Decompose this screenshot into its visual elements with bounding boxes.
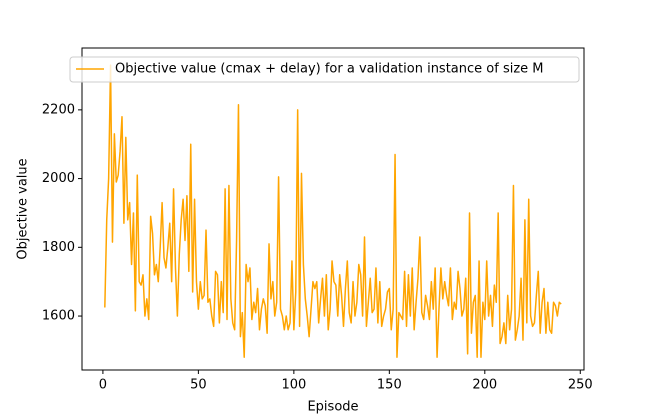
x-tick-label: 50 [190,378,207,393]
x-tick-label: 250 [568,378,593,393]
plot-frame [81,47,585,371]
legend-box [69,56,580,83]
x-axis-label: Episode [307,400,358,415]
y-tick-label: 1800 [42,240,75,255]
y-tick-label: 2000 [42,171,75,186]
x-tick-label: 200 [472,378,497,393]
y-tick-label: 2200 [42,102,75,117]
y-axis-label: Objective value [16,158,31,259]
data-line [104,64,562,359]
y-tick-label: 1600 [42,309,75,324]
x-tick-label: 0 [99,378,107,393]
x-tick-label: 150 [377,378,402,393]
x-tick-label: 100 [281,378,306,393]
legend-label: Objective value (cmax + delay) for a val… [115,62,544,77]
